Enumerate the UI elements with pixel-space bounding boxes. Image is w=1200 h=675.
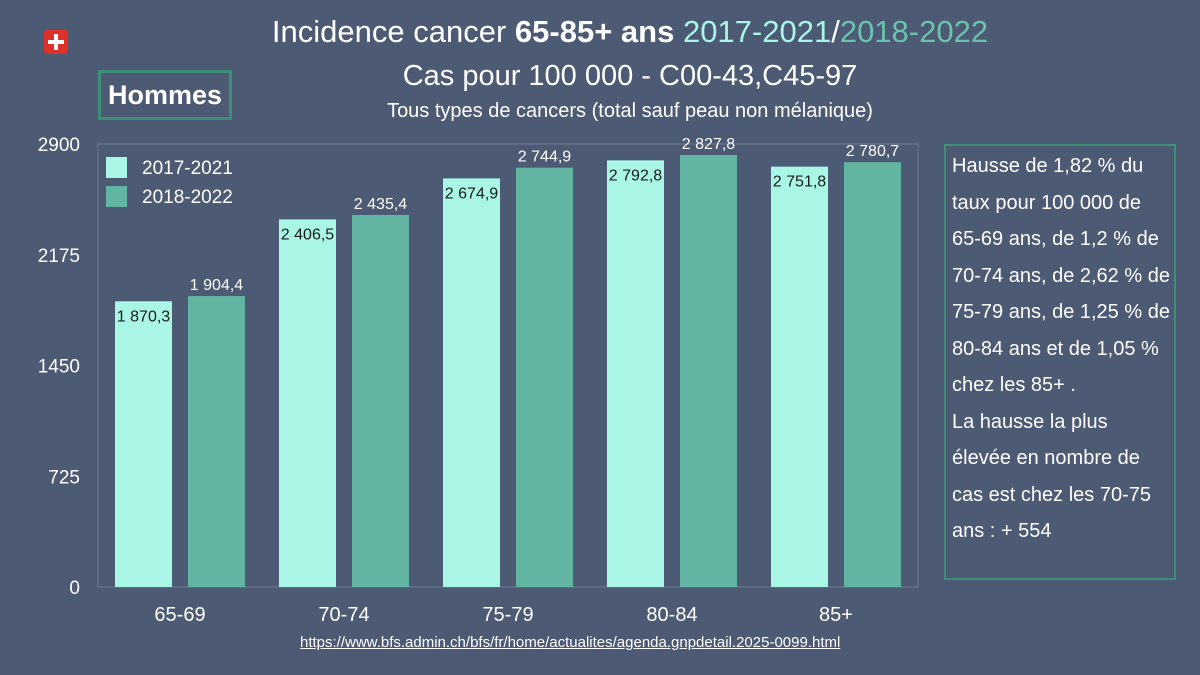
- bar-2: [516, 167, 573, 587]
- legend-swatch-1: [106, 157, 127, 178]
- chart-subtitle: Cas pour 100 000 - C00-43,C45-97: [402, 60, 858, 92]
- data-label: 2 780,7: [846, 143, 899, 160]
- title-period-2: 2018-2022: [839, 14, 989, 49]
- data-label: 2 435,4: [354, 196, 407, 213]
- title-period-1: 2017-2021: [682, 14, 832, 49]
- note-box: Hausse de 1,82 % du taux pour 100 000 de…: [944, 144, 1176, 580]
- source-link[interactable]: https://www.bfs.admin.ch/bfs/fr/home/act…: [300, 634, 841, 651]
- data-label: 2 751,8: [773, 174, 826, 191]
- x-tick-label: 85+: [819, 604, 853, 626]
- bar-1: [279, 219, 336, 587]
- y-tick-label: 2900: [38, 135, 80, 156]
- chart-title: Incidence cancer 65-85+ ans 2017-2021/20…: [271, 14, 989, 49]
- data-label: 2 674,9: [445, 185, 498, 202]
- note-paragraph-2: La hausse la plus élevée en nombre de ca…: [952, 410, 1151, 543]
- bar-1: [443, 178, 500, 587]
- bar-1: [115, 301, 172, 587]
- y-tick-label: 0: [69, 578, 80, 599]
- data-label: 1 904,4: [190, 277, 243, 294]
- bar-2: [352, 214, 409, 587]
- legend-swatch-2: [106, 186, 127, 207]
- data-label: 2 827,8: [682, 136, 735, 153]
- y-tick-label: 725: [48, 467, 80, 488]
- y-tick-label: 1450: [38, 357, 80, 378]
- y-tick-label: 2175: [38, 246, 80, 267]
- note-paragraph-1: Hausse de 1,82 % du taux pour 100 000 de…: [952, 155, 1170, 396]
- data-label: 2 744,9: [518, 149, 571, 166]
- legend-label: 2018-2022: [142, 187, 233, 208]
- x-tick-label: 80-84: [646, 604, 697, 626]
- data-label: 2 792,8: [609, 167, 662, 184]
- bar-2: [844, 162, 901, 587]
- sex-badge: Hommes: [98, 70, 232, 120]
- x-tick-label: 75-79: [482, 604, 533, 626]
- legend-label: 2017-2021: [142, 158, 233, 179]
- bar-2: [680, 155, 737, 587]
- bar-1: [771, 166, 828, 587]
- chart-subtitle-detail: Tous types de cancers (total sauf peau n…: [387, 100, 873, 122]
- data-label: 1 870,3: [117, 308, 170, 325]
- plot-frame: [97, 143, 919, 588]
- swiss-flag-icon: [44, 30, 68, 54]
- data-label: 2 406,5: [281, 226, 334, 243]
- bar-2: [188, 296, 245, 587]
- x-tick-label: 65-69: [154, 604, 205, 626]
- x-tick-label: 70-74: [318, 604, 369, 626]
- bar-1: [607, 160, 664, 587]
